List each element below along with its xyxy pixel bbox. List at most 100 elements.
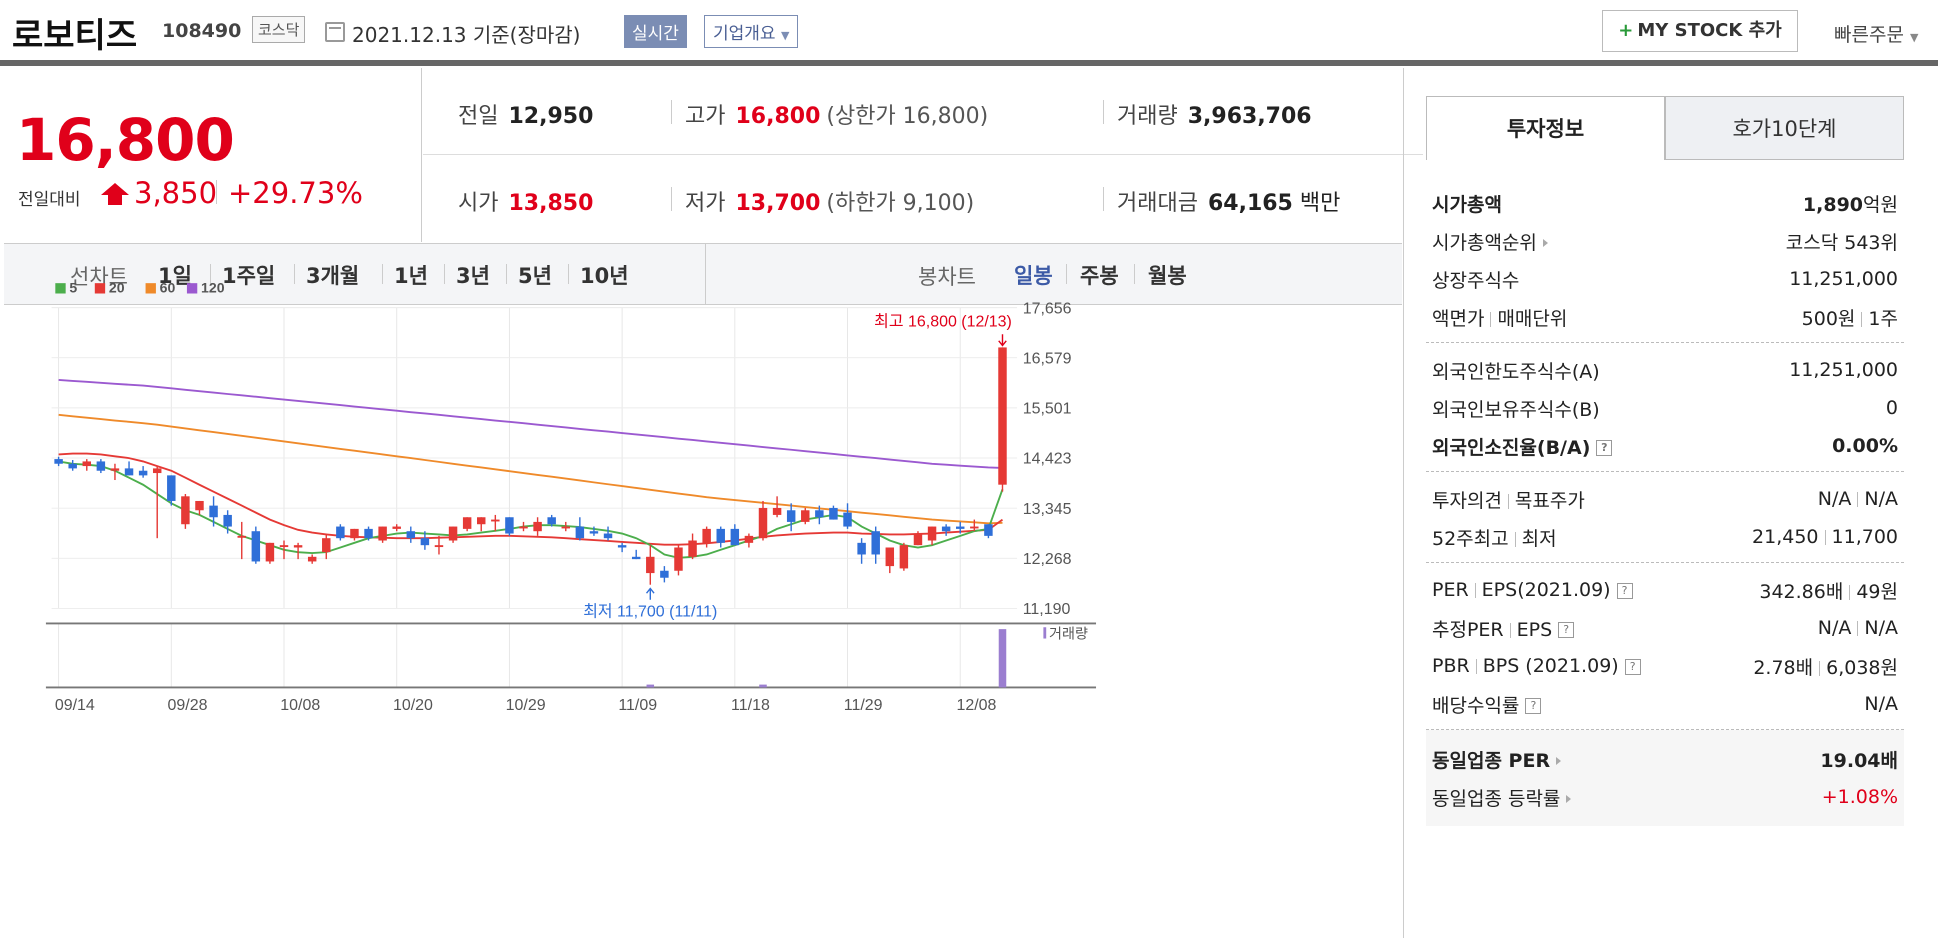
divider [568,264,569,284]
help-icon[interactable]: ? [1596,440,1613,456]
candle-body [716,528,725,543]
pbr-label: PBR [1432,655,1470,677]
info-row: 외국인보유주식수(B) 0 [1426,389,1904,427]
info-row: 동일업종 등락률 +1.08% [1426,778,1904,816]
help-icon[interactable]: ? [1558,622,1575,638]
candle-body [350,528,359,539]
help-icon[interactable]: ? [1525,698,1542,714]
dividend-label: 배당수익률 [1432,694,1520,717]
industry-per[interactable]: 동일업종 PER [1432,746,1562,773]
candle-monthly[interactable]: 월봉 [1148,264,1187,288]
period-3m[interactable]: 3개월 [306,264,360,288]
help-icon[interactable]: ? [1624,658,1641,675]
industry-change[interactable]: 동일업종 등락률 [1432,784,1572,811]
candle-body [152,468,162,474]
foreign-ratio-label: 외국인소진율(B/A) [1432,436,1591,459]
moving-average-ma120 [58,379,1003,469]
period-5y[interactable]: 5년 [518,264,552,288]
divider [1849,584,1851,600]
trade-amount: 거래대금 64,165 백만 [1117,185,1340,217]
est-per-eps: 추정PER EPS? [1432,615,1575,642]
divider [1824,530,1826,545]
quote-row: 시가 13,850 저가 13,700 (하한가 9,100) 거래대금 64,165 … [423,155,1423,242]
foreign-ratio-value: 0.00% [1832,435,1898,457]
trade-amount-label: 거래대금 [1117,191,1198,216]
candle-body [237,535,246,538]
low-price: 저가 13,700 (하한가 9,100) [685,185,974,217]
industry-change-label: 동일업종 등락률 [1432,787,1561,810]
period-1y[interactable]: 1년 [394,264,428,288]
divider [1066,264,1067,284]
info-row: 시가총액 1,890억원 [1426,184,1904,222]
high-value: 16,800 [735,104,821,129]
add-mystock-button[interactable]: + MY STOCK 추가 [1602,10,1798,52]
period-10y[interactable]: 10년 [580,264,629,288]
x-tick-label: 10/08 [280,697,320,714]
prev-close-label: 전일 [458,104,499,129]
candle-body [209,505,218,518]
period-1w[interactable]: 1주일 [222,264,276,288]
par-value: 500원 [1801,307,1856,330]
x-tick-label: 11/09 [618,697,657,714]
est-eps-label: EPS [1516,618,1553,641]
period-1d[interactable]: 1일 [158,264,192,288]
legend-swatch [94,283,106,294]
candle-daily[interactable]: 일봉 [1014,264,1053,288]
divider [1507,493,1509,509]
opinion-label: 투자의견 [1432,489,1502,512]
candle-body [857,542,866,555]
change-label: 전일대비 [18,190,81,210]
candle-weekly[interactable]: 주봉 [1080,264,1119,288]
divider [506,264,507,284]
divider [210,264,211,284]
x-tick-label: 11/29 [844,697,883,714]
divider [1857,621,1859,636]
candle-body [124,468,134,476]
help-icon[interactable]: ? [1616,582,1633,599]
par-trade-unit-values: 500원 1주 [1802,304,1898,331]
week52-low-value: 11,700 [1831,526,1898,548]
divider [1819,660,1821,676]
legend-label: 120 [201,280,225,296]
company-overview-button[interactable]: 기업개요 ▼ [704,15,799,48]
price-chart[interactable]: 5 20 60 120 17,656 16,579 15,501 14,423 13,345 12… [4,270,1404,898]
market-cap-rank[interactable]: 시가총액순위 [1432,228,1548,255]
opinion-target: 투자의견 목표주가 [1432,486,1585,513]
eps-label: EPS(2021.09) [1481,579,1611,601]
week52-high-value: 21,450 [1752,526,1819,548]
trade-amount-value: 64,165 [1207,191,1293,216]
candle-body [378,526,387,541]
par-trade-unit: 액면가 매매단위 [1432,304,1567,331]
industry-per-label: 동일업종 PER [1432,749,1551,772]
y-tick-label: 12,268 [1023,551,1072,568]
market-cap-rank-value: 코스닥 543위 [1785,231,1898,254]
arrow-up-icon [645,587,655,600]
realtime-button[interactable]: 실시간 [624,15,687,48]
candle-body [505,517,514,534]
tab-orderbook[interactable]: 호가10단계 [1665,96,1904,160]
candle-chart-label: 봉차트 [918,265,976,289]
divider [1514,531,1516,547]
info-row: 배당수익률? N/A [1426,685,1904,723]
stock-name: 로보티즈 [12,16,138,56]
period-3y[interactable]: 3년 [456,264,490,288]
stock-header: 로보티즈 108490 코스닥 2021.12.13 기준(장마감) 실시간 기… [0,0,1938,66]
prev-close: 전일 12,950 [458,98,593,130]
tab-invest-info[interactable]: 투자정보 [1426,96,1665,160]
x-tick-label: 12/08 [956,697,996,714]
legend-swatch [55,283,66,294]
week52-range: 52주최고 최저 [1432,524,1557,551]
high-label: 고가 [685,104,726,129]
quick-order-button[interactable]: 빠른주문 ▼ [1834,20,1918,47]
shares-label: 상장주식수 [1432,269,1520,292]
prev-close-value: 12,950 [508,104,594,129]
candle-body [195,500,204,511]
info-section: 투자의견 목표주가 N/A N/A 52주최고 최저 21,450 11,700 [1426,472,1904,563]
est-eps-value: N/A [1864,617,1898,639]
industry-change-value: +1.08% [1821,786,1898,808]
y-tick-label: 15,501 [1023,401,1072,418]
moving-average-ma20 [58,452,1004,546]
divider [1134,264,1135,284]
candle-body [829,507,838,520]
divider [444,264,445,284]
